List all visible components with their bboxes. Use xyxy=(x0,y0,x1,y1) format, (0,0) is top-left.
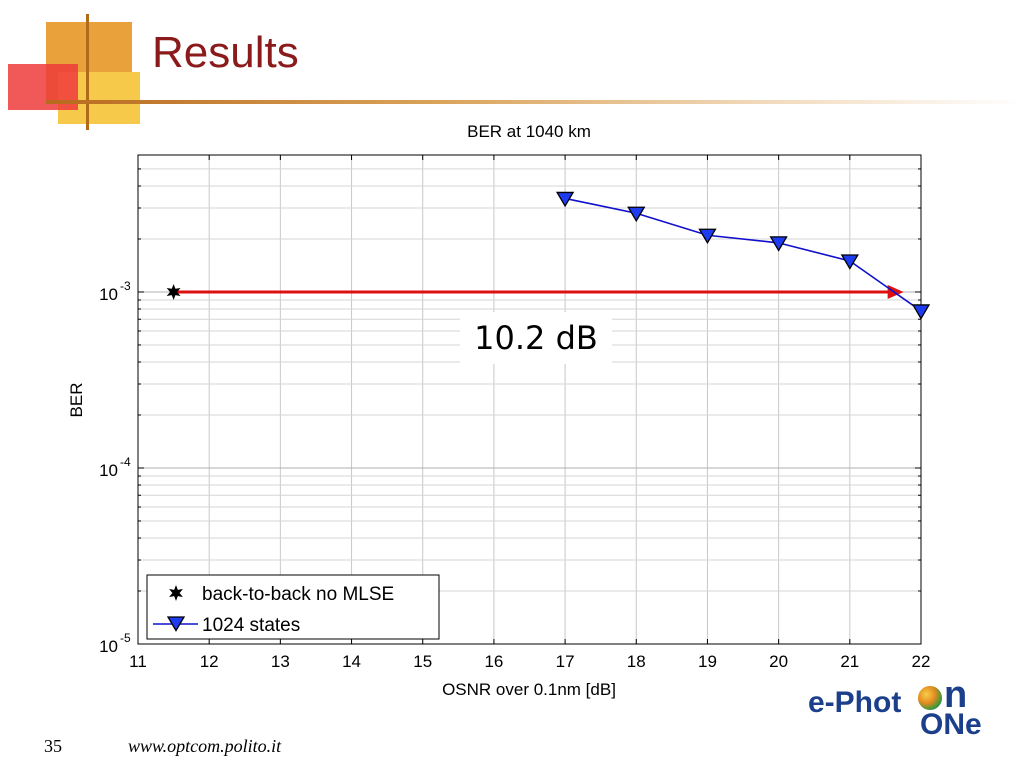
slide-title: Results xyxy=(152,28,299,77)
data-point-marker xyxy=(840,254,859,270)
legend: back-to-back no MLSE 1024 states xyxy=(146,574,440,640)
data-point-marker xyxy=(166,284,181,300)
data-point-marker xyxy=(698,228,717,245)
x-tick-label: 19 xyxy=(698,652,717,671)
data-point-marker xyxy=(555,191,575,208)
footer-url: www.optcom.polito.it xyxy=(128,736,282,756)
x-tick-label: 15 xyxy=(413,652,432,671)
x-tick-label: 17 xyxy=(556,652,575,671)
x-tick-label: 11 xyxy=(129,652,147,671)
x-tick-label: 12 xyxy=(200,652,219,671)
x-tick-label: 14 xyxy=(342,652,361,671)
series-back-to-back-no-mlse xyxy=(166,284,181,300)
legend-marker-triangle xyxy=(166,616,186,632)
y-tick-label: 10 xyxy=(99,637,118,656)
page-number: 35 xyxy=(44,736,62,756)
x-tick-label: 22 xyxy=(912,652,931,671)
y-tick-exponent: -3 xyxy=(120,279,131,293)
chart-title: BER at 1040 km xyxy=(467,122,591,141)
y-tick-label: 10 xyxy=(99,285,118,304)
logo-text: e-Phot xyxy=(808,686,902,719)
series-layer xyxy=(166,191,931,320)
series-1024-states xyxy=(555,191,931,320)
x-tick-labels: 11 12 13 14 15 16 17 18 19 20 21 22 xyxy=(129,652,930,671)
plot-frame xyxy=(137,154,922,645)
annotation-label: 10.2 dB xyxy=(460,312,612,364)
e-photon-one-logo: e-Phot n ONe xyxy=(808,674,998,741)
legend-label: back-to-back no MLSE xyxy=(202,584,394,605)
x-tick-label: 21 xyxy=(840,652,859,671)
legend-marker-star xyxy=(169,585,183,601)
legend-label: 1024 states xyxy=(202,615,300,636)
y-tick-label: 10 xyxy=(99,461,118,480)
x-tick-label: 16 xyxy=(484,652,503,671)
decor-vertical-line xyxy=(86,14,89,130)
y-axis-label: BER xyxy=(67,383,86,418)
data-point-marker xyxy=(911,304,931,320)
x-tick-label: 20 xyxy=(769,652,788,671)
arrow-layer xyxy=(173,284,904,299)
x-axis-label: OSNR over 0.1nm [dB] xyxy=(442,680,616,699)
series-line xyxy=(564,197,922,312)
data-point-marker xyxy=(627,206,646,223)
data-point-marker xyxy=(769,236,788,252)
legend-box xyxy=(146,574,440,640)
logo-sub: ONe xyxy=(920,708,982,741)
y-tick-exponent: -4 xyxy=(120,455,131,469)
title-rule xyxy=(46,100,1024,104)
tick-marks xyxy=(137,154,922,645)
x-tick-label: 18 xyxy=(627,652,646,671)
x-tick-label: 13 xyxy=(271,652,290,671)
plot-area xyxy=(138,155,921,644)
annotation-arrow-head xyxy=(887,284,904,299)
y-tick-labels: 10-310-410-5 xyxy=(99,279,131,656)
logo-n: n xyxy=(944,674,968,716)
y-tick-exponent: -5 xyxy=(120,631,131,645)
globe-icon xyxy=(918,686,942,710)
